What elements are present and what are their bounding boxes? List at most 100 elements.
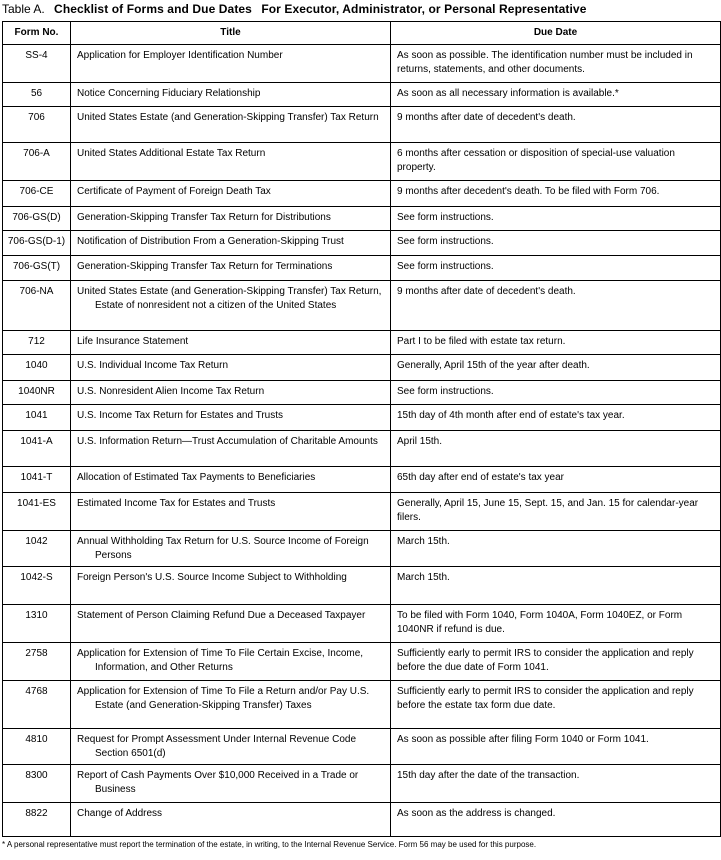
form-number: 1040NR: [2, 380, 71, 405]
form-number: 706-GS(D): [2, 206, 71, 231]
due-date: Generally, April 15th of the year after …: [390, 354, 721, 381]
due-date: See form instructions.: [390, 206, 721, 231]
form-title: Generation-Skipping Transfer Tax Return …: [70, 255, 391, 281]
form-title: Life Insurance Statement: [70, 330, 391, 355]
form-title: Application for Employer Identification …: [70, 44, 391, 83]
forms-table: Form No. Title Due Date SS-4 Application …: [2, 21, 721, 837]
form-number: 712: [2, 330, 71, 355]
due-date: 15th day of 4th month after end of estat…: [390, 404, 721, 431]
due-date: As soon as the address is changed.: [390, 802, 721, 837]
table-row: 706-NA United States Estate (and Generati…: [2, 280, 721, 331]
due-date: 65th day after end of estate's tax year: [390, 466, 721, 493]
table-row: SS-4 Application for Employer Identificat…: [2, 44, 721, 83]
form-number: 1040: [2, 354, 71, 381]
form-title: Generation-Skipping Transfer Tax Return …: [70, 206, 391, 231]
header-form-no: Form No.: [2, 21, 71, 45]
table-row: 1042 Annual Withholding Tax Return for U.…: [2, 530, 721, 567]
caption-subtitle: For Executor, Administrator, or Personal…: [261, 2, 587, 16]
form-number: 706: [2, 106, 71, 143]
caption-title: Checklist of Forms and Due Dates: [54, 2, 252, 16]
form-title: United States Additional Estate Tax Retu…: [70, 142, 391, 181]
due-date: March 15th.: [390, 566, 721, 605]
table-row: 712 Life Insurance Statement Part I to be …: [2, 330, 721, 355]
due-date: As soon as possible after filing Form 10…: [390, 728, 721, 765]
due-date: 6 months after cessation or disposition …: [390, 142, 721, 181]
table-row: 706-GS(T) Generation-Skipping Transfer Ta…: [2, 255, 721, 281]
form-title: U.S. Income Tax Return for Estates and T…: [70, 404, 391, 431]
form-title: Application for Extension of Time To Fil…: [70, 642, 391, 681]
due-date: 9 months after date of decedent's death.: [390, 280, 721, 331]
caption-prefix: Table A.: [2, 2, 45, 16]
form-title: Foreign Person's U.S. Source Income Subj…: [70, 566, 391, 605]
form-number: 8300: [2, 764, 71, 803]
form-number: 8822: [2, 802, 71, 837]
table-row: 1040NR U.S. Nonresident Alien Income Tax …: [2, 380, 721, 405]
form-title: Statement of Person Claiming Refund Due …: [70, 604, 391, 643]
due-date: Part I to be filed with estate tax retur…: [390, 330, 721, 355]
due-date: See form instructions.: [390, 380, 721, 405]
form-number: 1041-T: [2, 466, 71, 493]
form-title: Annual Withholding Tax Return for U.S. S…: [70, 530, 391, 567]
table-row: 706-GS(D) Generation-Skipping Transfer Ta…: [2, 206, 721, 231]
due-date: See form instructions.: [390, 230, 721, 256]
table-row: 56 Notice Concerning Fiduciary Relationsh…: [2, 82, 721, 107]
due-date: Sufficiently early to permit IRS to cons…: [390, 680, 721, 729]
table-row: 1041 U.S. Income Tax Return for Estates a…: [2, 404, 721, 431]
footnote: * A personal representative must report …: [2, 840, 537, 849]
form-number: 1041-A: [2, 430, 71, 467]
form-number: 1042-S: [2, 566, 71, 605]
due-date: 15th day after the date of the transacti…: [390, 764, 721, 803]
table-row: 4768 Application for Extension of Time To…: [2, 680, 721, 729]
table-row: 1041-ES Estimated Income Tax for Estates …: [2, 492, 721, 531]
due-date: April 15th.: [390, 430, 721, 467]
due-date: Generally, April 15, June 15, Sept. 15, …: [390, 492, 721, 531]
form-title: United States Estate (and Generation-Ski…: [70, 280, 391, 331]
due-date: March 15th.: [390, 530, 721, 567]
table-row: 1041-T Allocation of Estimated Tax Paymen…: [2, 466, 721, 493]
form-number: 706-CE: [2, 180, 71, 207]
form-number: 706-NA: [2, 280, 71, 331]
due-date: As soon as all necessary information is …: [390, 82, 721, 107]
form-number: 1041: [2, 404, 71, 431]
header-row: Form No. Title Due Date: [2, 21, 721, 45]
form-number: 706-GS(D-1): [2, 230, 71, 256]
form-number: 1042: [2, 530, 71, 567]
due-date: 9 months after date of decedent's death.: [390, 106, 721, 143]
form-number: SS-4: [2, 44, 71, 83]
table-row: 706-A United States Additional Estate Tax…: [2, 142, 721, 181]
form-title: Notice Concerning Fiduciary Relationship: [70, 82, 391, 107]
form-title: Report of Cash Payments Over $10,000 Rec…: [70, 764, 391, 803]
table-row: 8300 Report of Cash Payments Over $10,000…: [2, 764, 721, 803]
form-title: U.S. Individual Income Tax Return: [70, 354, 391, 381]
header-due-date: Due Date: [390, 21, 721, 45]
table-row: 1041-A U.S. Information Return—Trust Accu…: [2, 430, 721, 467]
table-row: 1310 Statement of Person Claiming Refund …: [2, 604, 721, 643]
header-title: Title: [70, 21, 391, 45]
due-date: 9 months after decedent's death. To be f…: [390, 180, 721, 207]
due-date: To be filed with Form 1040, Form 1040A, …: [390, 604, 721, 643]
table-row: 1040 U.S. Individual Income Tax Return Gen…: [2, 354, 721, 381]
form-title: U.S. Information Return—Trust Accumulati…: [70, 430, 391, 467]
form-title: Request for Prompt Assessment Under Inte…: [70, 728, 391, 765]
form-title: Application for Extension of Time To Fil…: [70, 680, 391, 729]
table-row: 706-GS(D-1) Notification of Distribution …: [2, 230, 721, 256]
due-date: As soon as possible. The identification …: [390, 44, 721, 83]
form-title: Notification of Distribution From a Gene…: [70, 230, 391, 256]
form-title: Change of Address: [70, 802, 391, 837]
due-date: See form instructions.: [390, 255, 721, 281]
form-title: U.S. Nonresident Alien Income Tax Return: [70, 380, 391, 405]
form-number: 4768: [2, 680, 71, 729]
form-number: 1310: [2, 604, 71, 643]
form-title: United States Estate (and Generation-Ski…: [70, 106, 391, 143]
form-number: 1041-ES: [2, 492, 71, 531]
form-number: 4810: [2, 728, 71, 765]
table-row: 8822 Change of Address As soon as the addr…: [2, 802, 721, 837]
table-row: 2758 Application for Extension of Time To…: [2, 642, 721, 681]
table-row: 4810 Request for Prompt Assessment Under …: [2, 728, 721, 765]
due-date: Sufficiently early to permit IRS to cons…: [390, 642, 721, 681]
table-row: 706-CE Certificate of Payment of Foreign …: [2, 180, 721, 207]
table-row: 1042-S Foreign Person's U.S. Source Incom…: [2, 566, 721, 605]
form-title: Certificate of Payment of Foreign Death …: [70, 180, 391, 207]
form-number: 706-A: [2, 142, 71, 181]
form-number: 56: [2, 82, 71, 107]
